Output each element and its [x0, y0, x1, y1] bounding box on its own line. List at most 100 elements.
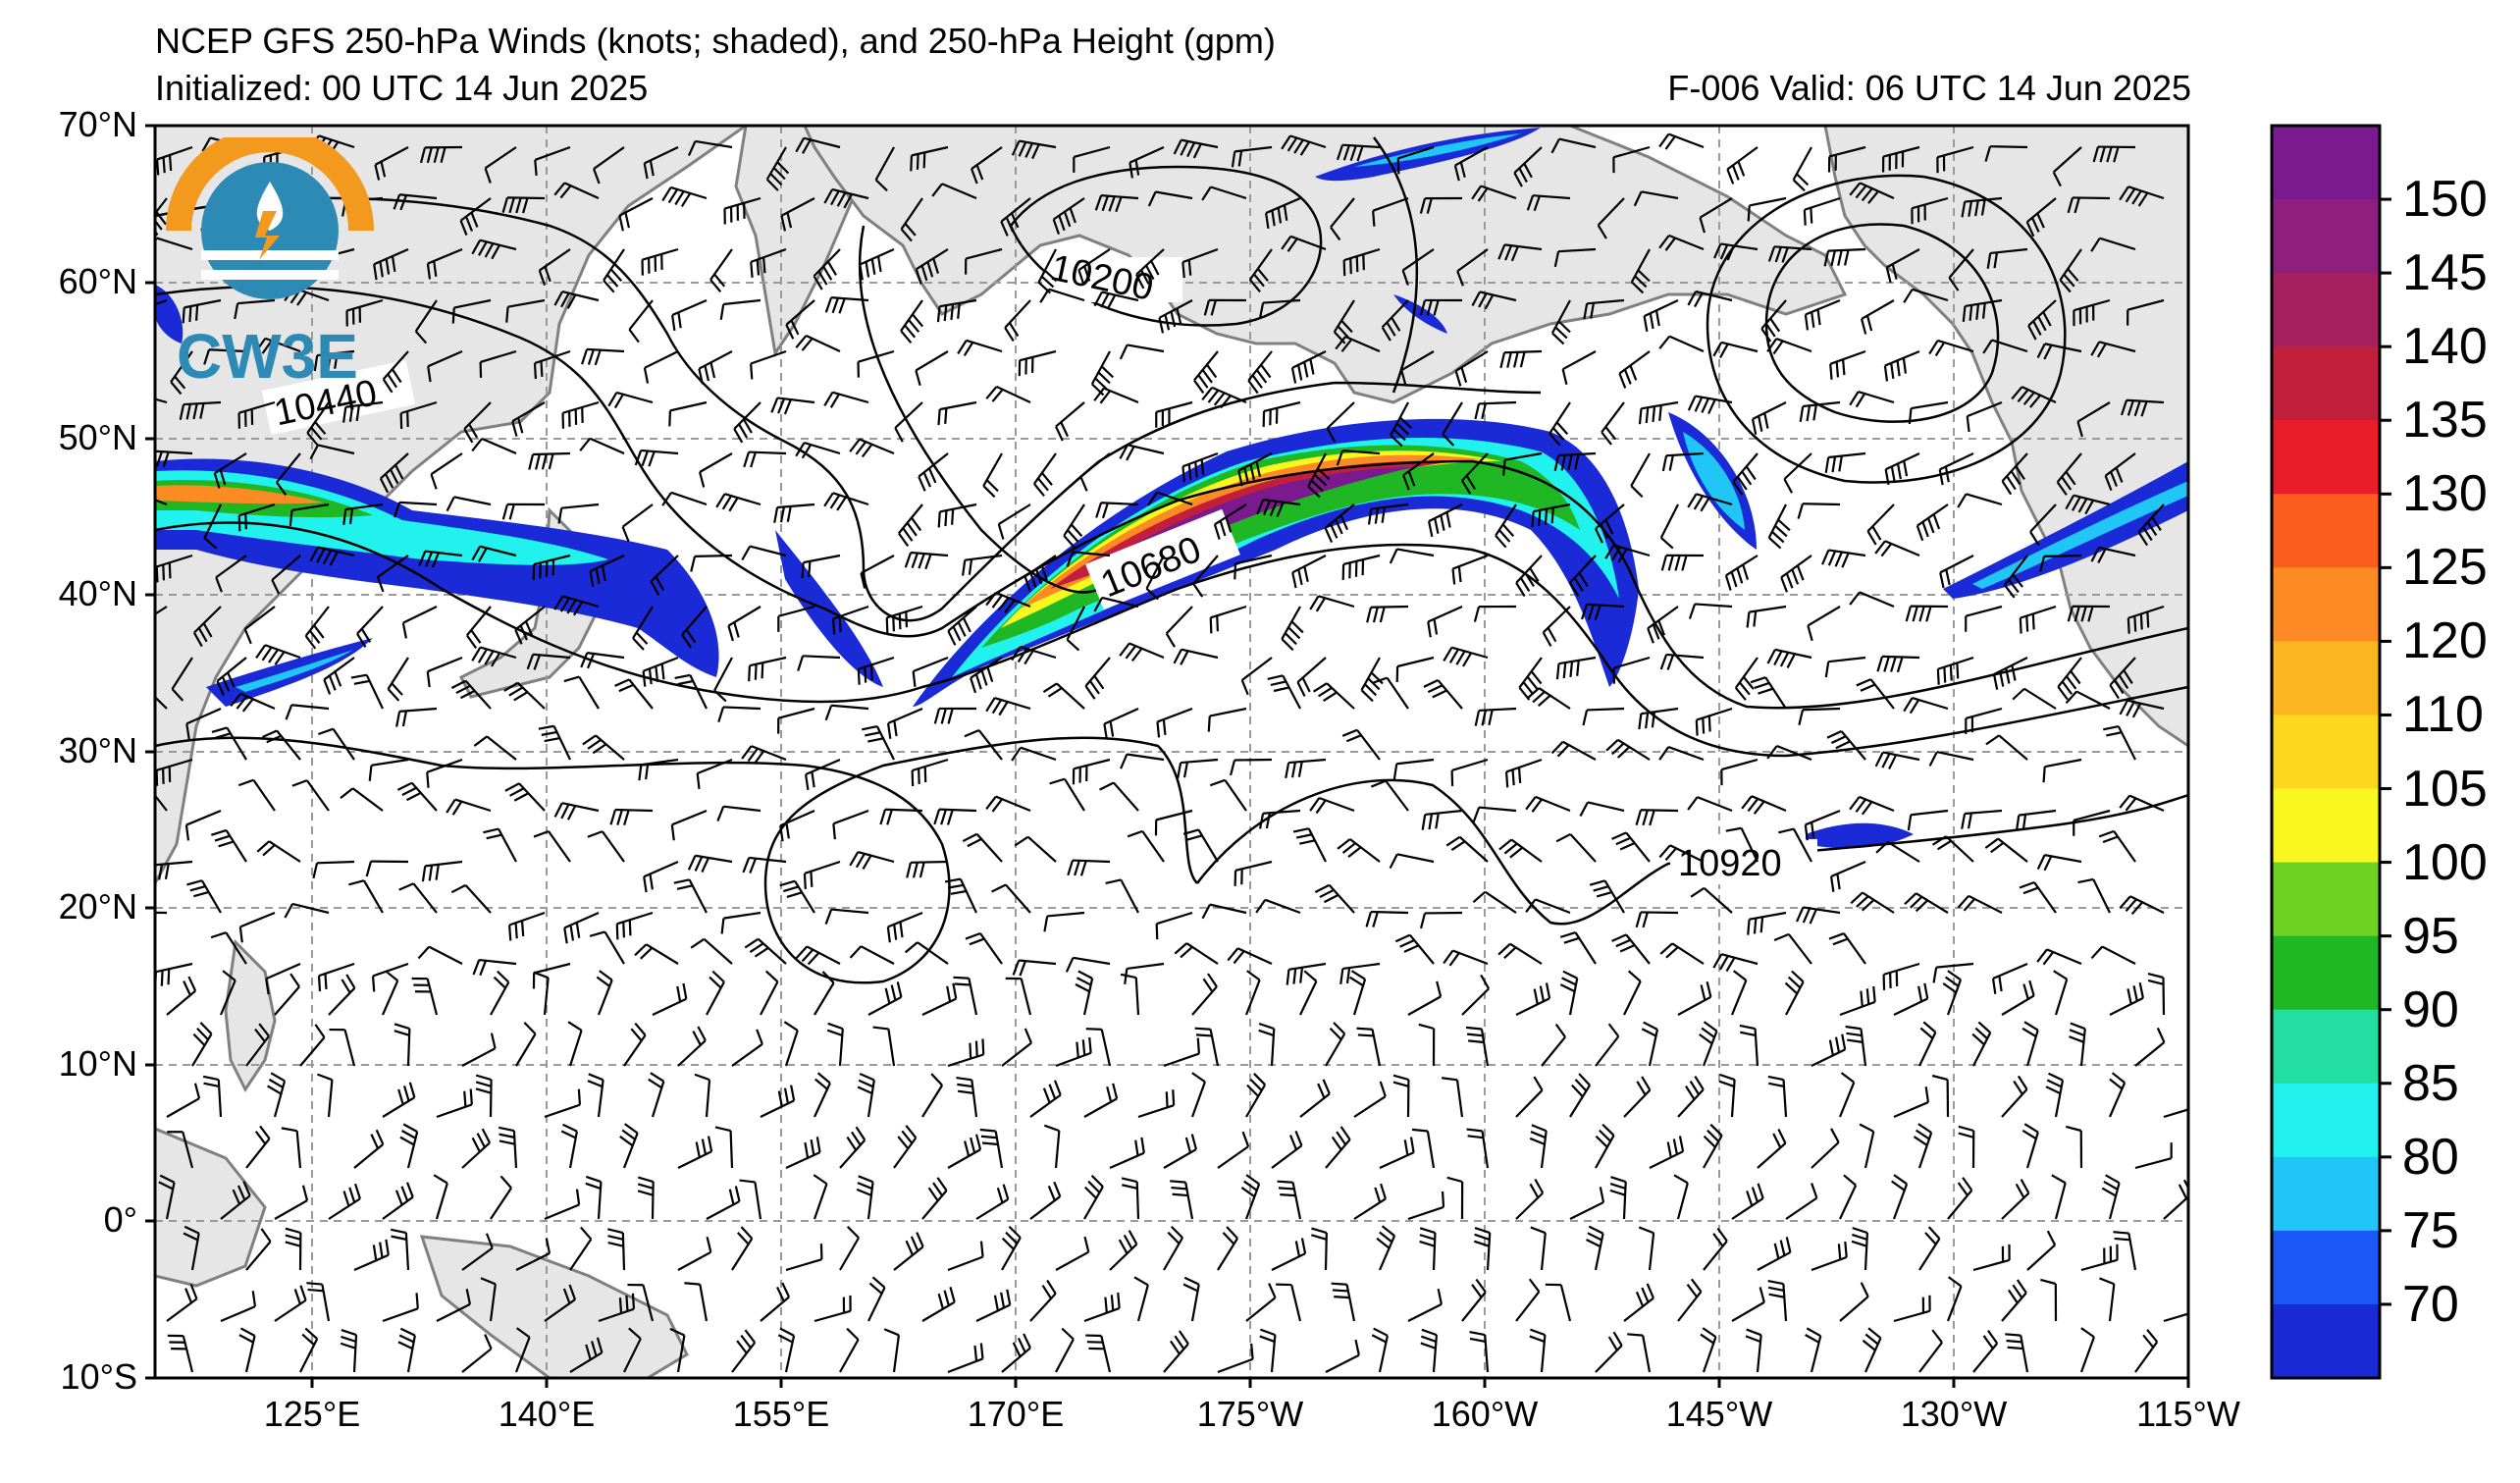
wind-barb [505, 298, 546, 323]
wind-barb [1312, 682, 1355, 710]
wind-barb [2119, 699, 2165, 718]
wind-barb [2067, 196, 2111, 214]
wind-barb [1473, 605, 1517, 622]
wind-barb [1376, 1225, 1396, 1271]
wind-barb [1741, 795, 1787, 815]
wind-barb [1942, 970, 1963, 1016]
wind-barb [1325, 1126, 1351, 1169]
wind-barb [1213, 503, 1247, 540]
wind-barb [166, 976, 197, 1016]
wind-barb [1555, 832, 1597, 863]
wind-barb [795, 945, 841, 966]
wind-barb [1559, 970, 1579, 1016]
wind-barb [589, 930, 625, 965]
wind-barb [991, 883, 1031, 914]
wind-barb [2147, 972, 2166, 1016]
wind-barb [643, 860, 679, 893]
wind-barb [417, 945, 463, 965]
wind-barb [900, 299, 924, 344]
wind-barb [515, 1022, 537, 1067]
wind-barb [731, 1226, 754, 1271]
wind-barb [900, 197, 923, 242]
wind-barb [824, 704, 869, 721]
wind-barb [2065, 1125, 2083, 1169]
wind-barb [2090, 546, 2136, 564]
wind-barb [1420, 1328, 1439, 1373]
wind-barb [1561, 350, 1597, 386]
wind-barb [824, 908, 869, 925]
wind-barb [1907, 809, 1949, 831]
contour-line [1764, 223, 2000, 423]
wind-barb [553, 182, 600, 200]
wind-barb [2098, 829, 2136, 863]
wind-barb [1767, 503, 1791, 550]
wind-barb [2134, 1027, 2166, 1067]
wind-barb [1515, 1278, 1541, 1322]
wind-barb [1201, 903, 1247, 920]
wind-barb [1550, 299, 1571, 345]
wind-barb [615, 911, 654, 940]
wind-barb [528, 451, 571, 470]
alaska-land [803, 126, 1848, 404]
wind-barb [1734, 657, 1759, 701]
wind-barb [1248, 248, 1273, 292]
wind-barb [309, 444, 355, 460]
wind-barb [2126, 298, 2165, 326]
wind-barb [498, 1126, 518, 1169]
wind-barb [719, 298, 761, 320]
wind-barb [1961, 809, 2003, 829]
wind-barb [1446, 1176, 1464, 1220]
wind-barb [947, 1343, 984, 1374]
wind-barb [1182, 828, 1219, 863]
wind-barb [1217, 1226, 1238, 1271]
wind-barb [1760, 299, 1787, 343]
wind-barb [1181, 451, 1219, 483]
wind-barb [1090, 350, 1115, 397]
wind-barb [1240, 1174, 1261, 1220]
wind-barb [1893, 1086, 1930, 1119]
wind-barb [1757, 1237, 1792, 1271]
wind-barb [1093, 387, 1139, 404]
axis-ticks [145, 124, 2190, 1388]
wind-barb [2108, 1072, 2126, 1118]
wind-barb [1732, 452, 1759, 496]
wind-barb [1826, 729, 1866, 761]
wind-barb [1033, 452, 1057, 497]
wind-barb [1641, 1021, 1659, 1067]
wind-barb [1471, 185, 1517, 202]
wind-barb [742, 856, 787, 874]
wind-barb [607, 1228, 626, 1271]
wind-barb [985, 591, 1031, 613]
wind-barb [155, 450, 193, 468]
wind-barb [1018, 349, 1057, 377]
wind-barb [1947, 1177, 1973, 1220]
wind-barb [947, 1241, 984, 1272]
wind-barb [733, 401, 761, 444]
wind-barb [1267, 674, 1301, 710]
wind-barb [368, 758, 409, 781]
wind-barb [1747, 196, 1787, 222]
wind-barb [947, 606, 977, 646]
wind-barb [1958, 1125, 1975, 1169]
wind-barb [1419, 196, 1463, 214]
wind-barb [1767, 245, 1812, 263]
wind-barb [2073, 809, 2111, 836]
wind-barb [1105, 878, 1139, 914]
wind-barb [213, 452, 247, 489]
wind-barb [167, 1131, 194, 1169]
wind-barb [312, 860, 355, 879]
wind-barb [803, 860, 841, 889]
wind-barb [1396, 145, 1435, 175]
wind-barb [171, 657, 193, 702]
wind-barb [191, 1022, 213, 1067]
jet-central-red [1050, 460, 1452, 589]
wind-barb [220, 1181, 251, 1220]
wind-barb [690, 937, 733, 965]
wind-barb [155, 397, 168, 404]
wind-barb [1797, 503, 1841, 519]
wind-barb [1658, 844, 1705, 863]
wind-barb [461, 1233, 494, 1271]
wind-barb [1255, 898, 1301, 915]
lat-label: 10°N [58, 1043, 137, 1084]
wind-barb [1580, 603, 1625, 621]
